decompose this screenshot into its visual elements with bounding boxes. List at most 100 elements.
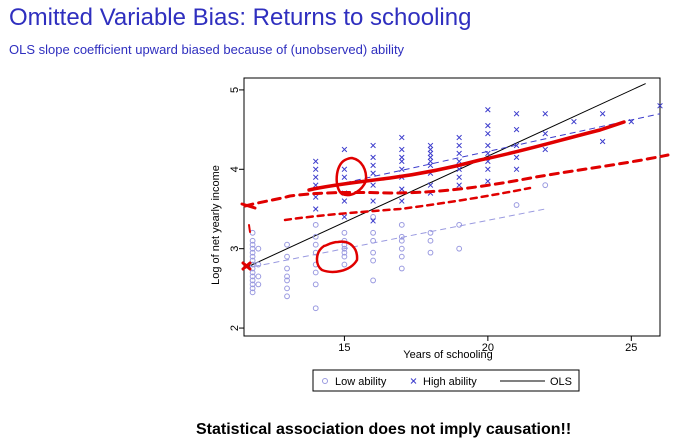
high-ability-point	[571, 118, 577, 125]
high-ability-point	[399, 198, 405, 204]
high-ability-point	[513, 142, 520, 149]
low-ability-point	[284, 241, 290, 248]
low-ability-point	[370, 277, 377, 284]
annotation-circle-low	[315, 240, 359, 274]
high-ability-point	[485, 150, 491, 157]
plot-frame	[243, 77, 661, 337]
high-ability-point	[312, 158, 319, 165]
high-ability-point	[456, 158, 462, 165]
low-ability-point	[341, 245, 348, 252]
high-ability-point	[485, 107, 491, 113]
low-ability-point	[284, 265, 290, 272]
low-ability-point	[341, 229, 348, 236]
high-ability-point	[485, 130, 491, 137]
low-ability-point	[312, 221, 319, 228]
x-tick-label: 25	[625, 342, 637, 354]
low-ability-point	[398, 237, 405, 244]
low-ability-point	[427, 229, 434, 236]
legend-low-ability-label: Low ability	[335, 376, 387, 388]
low-ability-point	[312, 305, 319, 312]
low-ability-point	[249, 285, 256, 292]
low-ability-point	[249, 249, 256, 256]
annotation-high-ability-fit-stroke	[307, 120, 626, 192]
high-ability-point	[456, 150, 462, 157]
low-ability-point	[427, 249, 434, 256]
low-ability-point	[513, 202, 520, 208]
high-ability-point	[513, 166, 520, 173]
high-ability-point	[542, 130, 548, 137]
high-ability-point	[427, 142, 434, 149]
low-ability-point	[398, 221, 405, 228]
y-tick-label: 2	[229, 325, 241, 331]
high-ability-point	[599, 138, 606, 145]
high-ability-point	[312, 166, 319, 173]
high-ability-fit-line	[315, 113, 661, 190]
low-ability-point	[312, 269, 319, 276]
low-ability-point	[249, 229, 256, 236]
low-ability-point	[249, 273, 256, 280]
x-tick-label: 20	[482, 342, 494, 354]
high-ability-point	[370, 142, 376, 149]
high-ability-point	[370, 154, 376, 161]
high-ability-point	[427, 146, 434, 153]
high-ability-point	[427, 158, 434, 165]
high-ability-point	[399, 154, 405, 161]
slide-title: Omitted Variable Bias: Returns to school…	[9, 4, 472, 31]
high-ability-point	[399, 134, 405, 141]
high-ability-point	[341, 198, 348, 204]
ols-fit-line	[243, 83, 646, 269]
high-ability-point	[399, 158, 405, 165]
high-ability-point	[399, 186, 405, 192]
low-ability-point	[284, 253, 290, 260]
low-ability-point	[341, 249, 348, 256]
low-ability-point	[255, 245, 262, 252]
y-tick-label: 3	[229, 246, 241, 252]
high-ability-point	[427, 182, 434, 188]
high-ability-point	[542, 146, 548, 153]
high-ability-point	[456, 142, 462, 149]
low-ability-point	[398, 253, 405, 260]
high-ability-point	[456, 174, 462, 180]
high-ability-point	[341, 174, 348, 180]
low-ability-point	[398, 265, 405, 272]
low-ability-point	[341, 261, 348, 268]
low-ability-point	[370, 249, 377, 256]
low-ability-point	[249, 245, 256, 252]
slide-subtitle: OLS slope coefficient upward biased beca…	[9, 42, 405, 57]
high-ability-point	[456, 134, 462, 141]
high-ability-point	[513, 110, 520, 117]
footer-note: Statistical association does not imply c…	[196, 421, 572, 438]
legend-ols-label: OLS	[550, 376, 572, 388]
low-ability-point	[312, 233, 319, 240]
high-ability-point	[341, 146, 348, 153]
low-ability-point	[542, 182, 549, 189]
high-ability-point	[341, 166, 348, 173]
low-ability-point	[249, 277, 256, 284]
y-tick-label: 4	[229, 166, 241, 172]
high-ability-point	[370, 218, 376, 224]
low-ability-point	[255, 273, 262, 280]
red-annotations	[240, 120, 670, 274]
high-ability-point	[485, 166, 491, 173]
low-ability-point	[456, 221, 463, 228]
low-ability-point	[249, 241, 256, 248]
high-ability-point	[628, 118, 635, 125]
x-tick-label: 15	[338, 342, 350, 354]
high-ability-point	[657, 103, 663, 109]
high-ability-point	[370, 182, 376, 188]
high-ability-point	[312, 206, 319, 212]
low-ability-point	[255, 281, 262, 288]
low-ability-point	[284, 273, 290, 280]
low-ability-point	[249, 253, 256, 260]
high-ability-point	[399, 146, 405, 153]
annotation-dashed-lower	[283, 186, 532, 222]
low-ability-point	[249, 237, 256, 244]
high-ability-point	[599, 110, 606, 117]
y-axis-label: Log of net yearly income	[210, 165, 222, 285]
low-ability-point	[284, 277, 290, 284]
legend-low-ability-marker	[322, 378, 328, 384]
high-ability-point	[399, 166, 405, 173]
high-ability-point	[456, 182, 462, 188]
low-ability-point	[249, 257, 256, 264]
